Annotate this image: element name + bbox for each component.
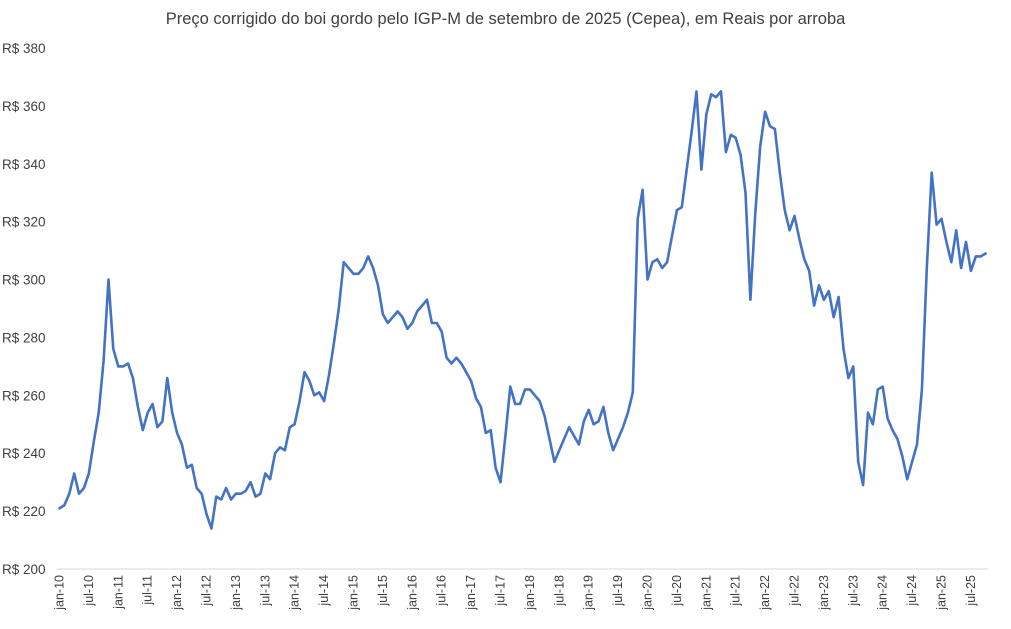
y-tick-label: R$ 320 xyxy=(2,215,46,230)
x-axis: jan-10 jul-10 jan-11 jul-11 jan-12 jul-12 jan-… xyxy=(52,575,977,611)
x-tick-label: jul-15 xyxy=(376,575,390,607)
y-tick-label: R$ 200 xyxy=(2,562,46,577)
x-tick-label: jul-22 xyxy=(787,575,801,607)
x-tick-label: jul-14 xyxy=(317,575,331,607)
x-tick-label: jul-10 xyxy=(82,575,96,607)
y-tick-label: R$ 240 xyxy=(2,446,46,461)
chart-title: Preço corrigido do boi gordo pelo IGP-M … xyxy=(165,10,846,28)
y-tick-label: R$ 340 xyxy=(2,157,46,172)
y-tick-label: R$ 300 xyxy=(2,273,46,288)
x-tick-label: jan-18 xyxy=(523,575,537,611)
x-tick-label: jul-17 xyxy=(493,575,507,607)
series-group xyxy=(58,90,987,530)
x-tick-label: jan-16 xyxy=(405,575,419,611)
x-tick-label: jan-23 xyxy=(817,575,831,611)
x-tick-label: jul-18 xyxy=(552,575,566,607)
y-tick-label: R$ 220 xyxy=(2,504,46,519)
x-tick-label: jan-24 xyxy=(876,575,890,611)
x-tick-label: jan-12 xyxy=(170,575,184,611)
x-tick-label: jan-19 xyxy=(582,575,596,611)
x-tick-label: jul-23 xyxy=(846,575,860,607)
x-tick-label: jan-17 xyxy=(464,575,478,611)
x-tick-label: jul-20 xyxy=(670,575,684,607)
y-tick-label: R$ 260 xyxy=(2,388,46,403)
x-tick-label: jan-20 xyxy=(640,575,654,611)
x-tick-label: jan-22 xyxy=(758,575,772,611)
x-tick-label: jan-21 xyxy=(699,575,713,611)
y-tick-label: R$ 360 xyxy=(2,99,46,114)
x-tick-label: jul-25 xyxy=(964,575,978,607)
x-tick-label: jul-12 xyxy=(199,575,213,607)
x-tick-label: jul-16 xyxy=(435,575,449,607)
x-tick-label: jan-11 xyxy=(111,575,125,610)
x-tick-label: jan-14 xyxy=(288,575,302,611)
x-tick-label: jul-19 xyxy=(611,575,625,607)
y-tick-label: R$ 380 xyxy=(2,41,46,56)
x-tick-label: jul-21 xyxy=(729,575,743,607)
y-axis: R$ 200 R$ 220 R$ 240 R$ 260 R$ 280 R$ 300 R$ 3… xyxy=(2,41,46,577)
x-tick-label: jul-11 xyxy=(141,575,155,606)
x-tick-label: jan-25 xyxy=(934,575,948,611)
x-tick-label: jan-10 xyxy=(52,575,66,611)
y-tick-label: R$ 280 xyxy=(2,330,46,345)
x-tick-label: jul-13 xyxy=(258,575,272,607)
x-tick-label: jan-13 xyxy=(229,575,243,611)
x-tick-label: jan-15 xyxy=(346,575,360,611)
x-tick-label: jul-24 xyxy=(905,575,919,607)
series-line xyxy=(58,90,987,530)
